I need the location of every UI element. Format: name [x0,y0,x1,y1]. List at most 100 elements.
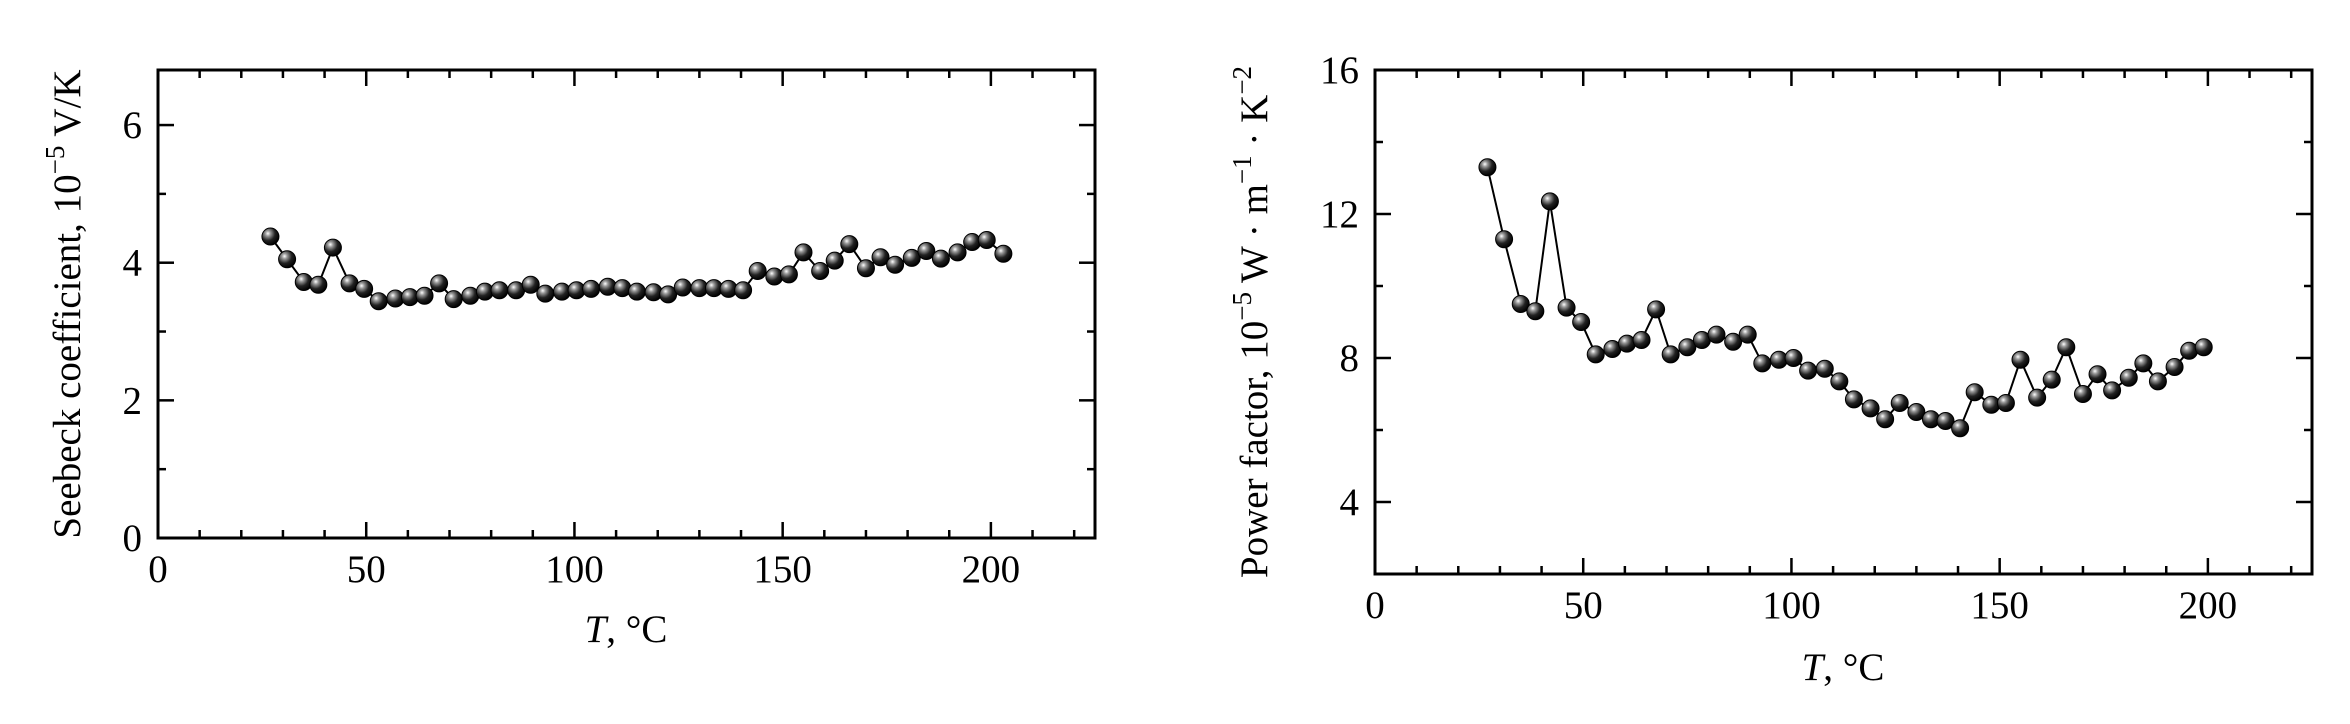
seebeck-data-point [994,244,1013,263]
seebeck-data-point [734,281,753,300]
power-factor-data-point [1478,158,1497,177]
power-factor-data-point [1661,345,1680,364]
seebeck-x-tick-label: 200 [962,548,1021,591]
seebeck-data-point [794,243,813,262]
power-factor-y-tick-label: 8 [1340,337,1360,380]
power-factor-x-tick-label: 50 [1564,584,1603,627]
seebeck-data-point [369,292,388,311]
power-factor-data-point [1907,403,1926,421]
power-factor-y-axis-title: Power factor, 10−5 W · m−1 · K−2 [1227,66,1276,578]
seebeck-data-point [261,227,280,246]
seebeck-data-point [886,255,905,274]
power-factor-data-point [1815,359,1834,378]
power-factor-data-point [2028,388,2047,407]
seebeck-chart: 0 50 100 150 200 0 2 4 6 T, °C Seebeck coefficie… [40,68,1097,651]
power-factor-data-point [1572,313,1591,331]
power-factor-data-point [1799,361,1818,380]
power-factor-y-tick-label: 12 [1320,193,1359,236]
seebeck-y-tick-label: 2 [123,379,143,422]
seebeck-data-point [856,259,875,278]
power-factor-data-point [2042,370,2061,389]
seebeck-axes: 0 50 100 150 200 0 2 4 6 [123,70,1095,591]
power-factor-data-point [2103,381,2122,400]
seebeck-data-point [355,279,374,298]
power-factor-data-point [2011,350,2030,369]
power-factor-data-point [1526,302,1545,321]
seebeck-data-point [294,272,313,291]
power-factor-data-point [2088,365,2107,384]
power-factor-data-point [2194,338,2213,357]
seebeck-y-tick-label: 0 [123,517,143,560]
seebeck-data-point [659,285,678,304]
seebeck-data-point [490,281,509,300]
seebeck-y-tick-label: 4 [123,242,143,285]
power-factor-data-point [1876,410,1895,429]
seebeck-series [261,227,1013,311]
power-factor-data-point [2057,338,2076,357]
power-factor-data-point [1951,419,1970,438]
power-factor-data-point [1647,300,1666,319]
power-factor-data-point [1678,338,1697,357]
seebeck-data-point [825,251,844,270]
seebeck-data-point [582,279,601,298]
seebeck-data-point [779,265,798,284]
power-factor-data-point [1632,331,1651,349]
power-factor-y-tick-label: 16 [1320,49,1359,92]
power-factor-data-point [1557,298,1576,317]
power-factor-x-tick-label: 0 [1365,584,1385,627]
power-factor-data-point [2148,372,2167,391]
power-factor-data-point [2073,385,2092,403]
power-factor-data-point [1586,345,1605,364]
seebeck-x-tick-label: 50 [347,548,386,591]
power-factor-data-point [1830,372,1849,391]
power-factor-data-point [1724,332,1743,351]
power-factor-data-point [1936,412,1955,430]
seebeck-data-point [444,290,463,309]
seebeck-data-point [917,242,936,261]
seebeck-x-tick-label: 150 [753,548,812,591]
power-factor-y-tick-label: 4 [1340,481,1360,524]
seebeck-data-point [977,230,996,249]
seebeck-data-point [811,261,830,280]
power-factor-data-point [1540,192,1559,211]
seebeck-data-point [902,248,921,267]
power-factor-data-point [1707,325,1726,344]
power-factor-data-point [1890,394,1909,412]
seebeck-x-tick-label: 0 [148,548,168,591]
power-factor-series [1478,158,2213,438]
seebeck-data-point [748,261,767,280]
power-factor-x-tick-label: 200 [2179,584,2238,627]
power-factor-data-point [1753,354,1772,373]
seebeck-data-point [521,275,540,294]
seebeck-data-point [536,284,555,303]
power-factor-x-axis-title: T, °C [1802,646,1885,689]
power-factor-data-point [1844,390,1863,409]
seebeck-data-point [673,278,692,297]
seebeck-data-point [309,275,328,294]
power-factor-data-point [1738,325,1757,344]
seebeck-data-point [840,235,859,254]
power-factor-data-point [2165,358,2184,376]
seebeck-data-point [278,250,297,269]
seebeck-x-axis-title: T, °C [585,608,668,651]
power-factor-data-point [1965,383,1984,402]
power-factor-x-tick-label: 150 [1970,584,2029,627]
power-factor-data-point [1996,394,2015,412]
seebeck-data-point [415,286,434,305]
power-factor-axes: 0 50 100 150 200 4 8 12 16 [1320,49,2312,627]
power-factor-series-line [1486,166,2204,430]
power-factor-data-point [1784,349,1803,367]
power-factor-data-point [1511,295,1530,313]
seebeck-data-point [931,249,950,268]
power-factor-data-point [1861,399,1880,418]
seebeck-y-tick-label: 6 [123,104,143,147]
power-factor-data-point [1495,230,1514,249]
seebeck-data-point [323,238,342,257]
seebeck-data-point [430,274,449,293]
power-factor-x-tick-label: 100 [1762,584,1821,627]
power-factor-chart: 0 50 100 150 200 4 8 12 16 T, °C Power factor, 1… [1227,49,2314,689]
power-factor-data-point [2134,354,2153,373]
seebeck-data-point [948,243,967,262]
power-factor-plot-frame [1373,68,2314,576]
